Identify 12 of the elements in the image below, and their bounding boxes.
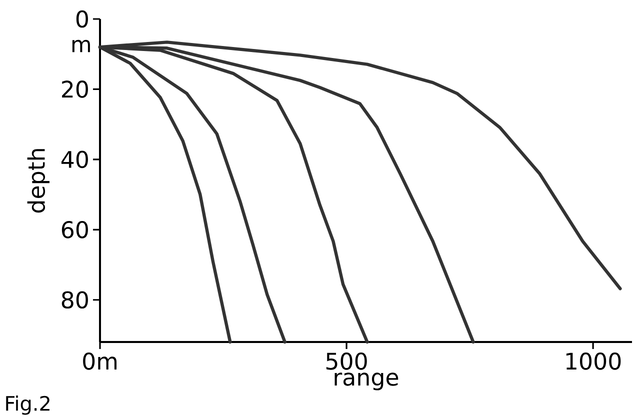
x-tick-label: 1000 bbox=[566, 352, 621, 370]
y-tick-label: 60 bbox=[62, 220, 88, 238]
caption: Fig.2 bbox=[6, 396, 50, 415]
y-axis-title: depth bbox=[27, 149, 50, 213]
y-tick-label: 80 bbox=[62, 291, 88, 309]
y-tick-label: 40 bbox=[61, 150, 88, 168]
x-tick-label: 0m bbox=[83, 352, 116, 370]
x-tick-label: 500 bbox=[326, 352, 367, 370]
x-axis-title: range bbox=[334, 372, 398, 390]
y-tick-label: 20 bbox=[62, 80, 88, 98]
text: m bbox=[72, 40, 90, 52]
y-tick-label: 0 bbox=[76, 10, 88, 28]
